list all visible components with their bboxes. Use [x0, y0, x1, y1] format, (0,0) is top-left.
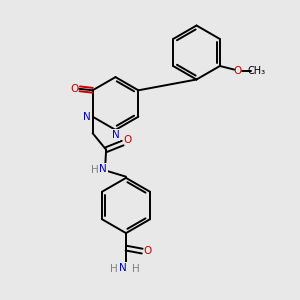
Text: N: N [119, 263, 127, 273]
Text: CH₃: CH₃ [248, 65, 266, 76]
Text: H: H [110, 264, 118, 274]
Text: O: O [143, 246, 152, 256]
Text: O: O [234, 65, 242, 76]
Text: H: H [132, 264, 140, 274]
Text: O: O [70, 84, 79, 94]
Text: H: H [91, 165, 99, 175]
Text: O: O [123, 135, 131, 145]
Text: N: N [83, 112, 91, 122]
Text: N: N [99, 164, 107, 174]
Text: N: N [112, 130, 119, 140]
